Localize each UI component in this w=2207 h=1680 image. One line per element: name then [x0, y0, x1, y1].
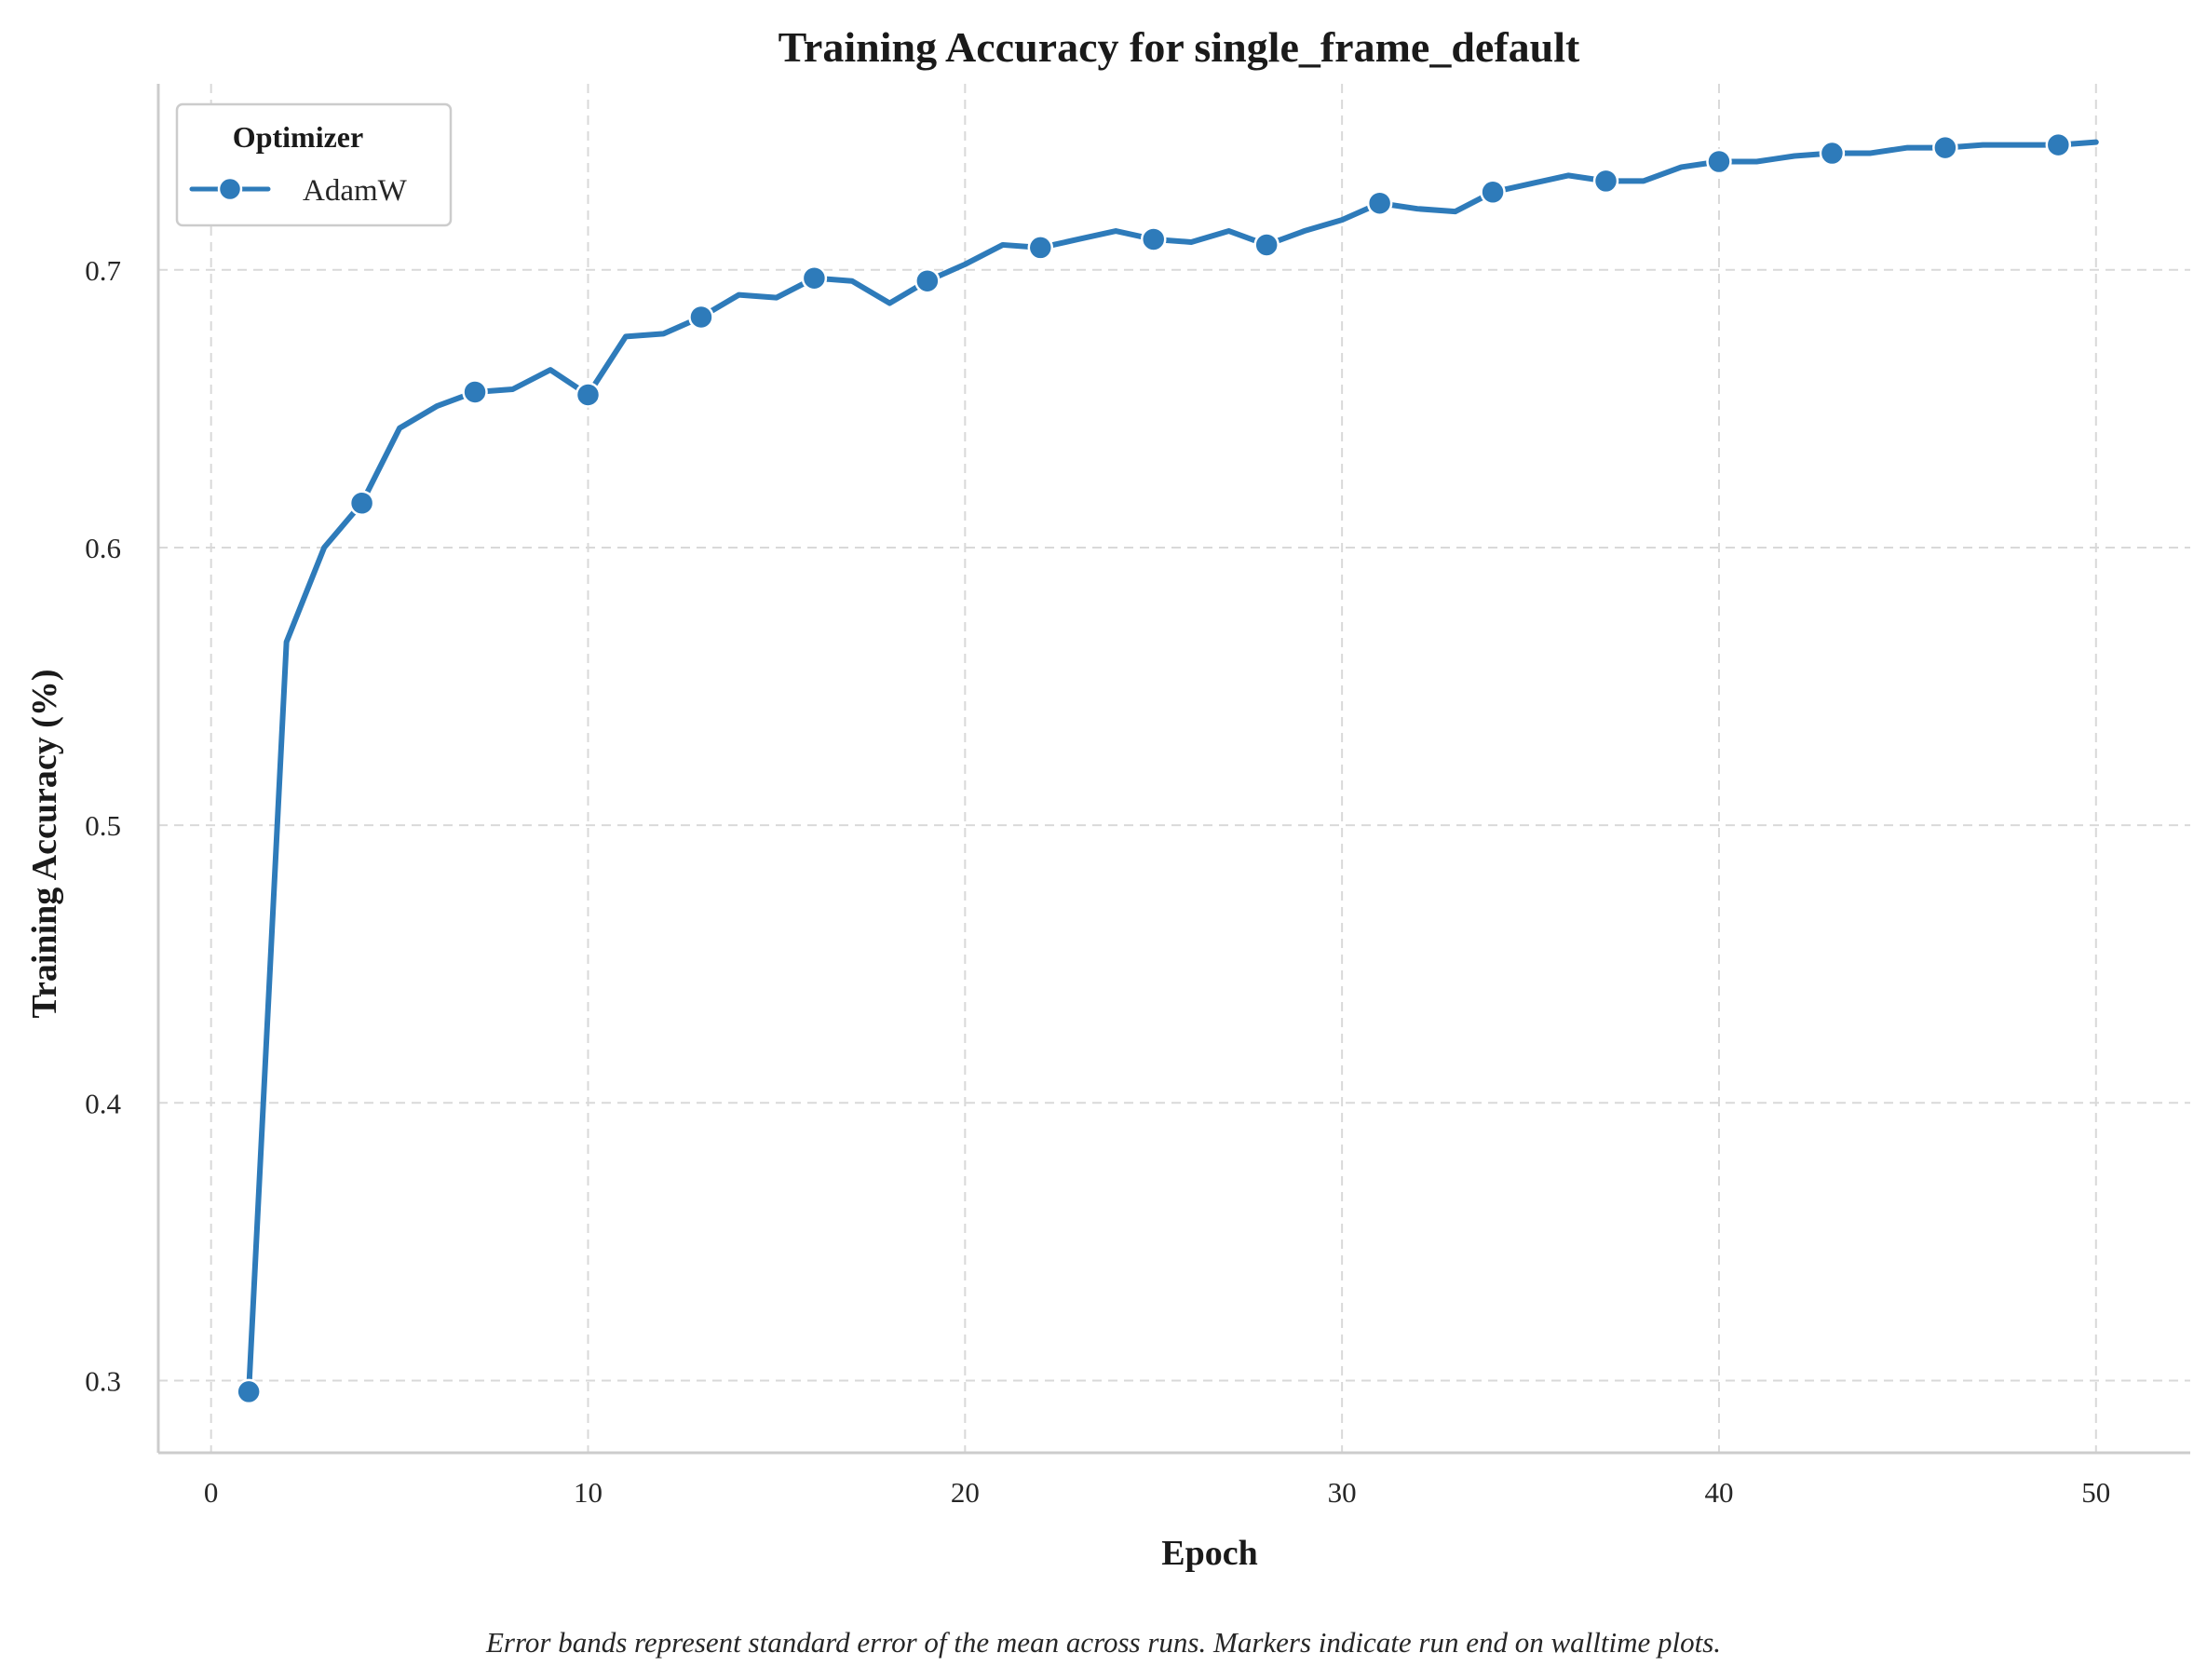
- data-point-marker: [1027, 235, 1054, 261]
- legend-marker-swatch: [217, 176, 243, 202]
- data-point-marker: [462, 379, 488, 405]
- data-point-marker: [236, 1378, 262, 1405]
- chart-title: Training Accuracy for single_frame_defau…: [779, 23, 1580, 71]
- data-point-marker: [1706, 148, 1732, 175]
- y-tick-label: 0.6: [85, 532, 121, 564]
- x-axis-label: Epoch: [1161, 1534, 1257, 1573]
- x-tick-label: 40: [1704, 1476, 1733, 1509]
- data-point-marker: [1592, 168, 1619, 195]
- legend-title: Optimizer: [233, 120, 363, 154]
- grid-lines: [158, 84, 2190, 1453]
- y-tick-label: 0.4: [85, 1087, 121, 1119]
- legend-label-adamw: AdamW: [303, 174, 408, 208]
- data-point-marker: [1819, 140, 1846, 167]
- data-point-marker: [1932, 134, 1958, 161]
- tick-labels: 0 10 20 30 40 50 0.3 0.4 0.5 0.6 0.7: [85, 254, 2110, 1509]
- series-lines: [246, 139, 2099, 1395]
- y-axis-label: Training Accuracy (%): [25, 669, 64, 1018]
- x-tick-label: 0: [204, 1476, 219, 1509]
- x-tick-label: 10: [574, 1476, 603, 1509]
- data-point-marker: [348, 490, 375, 516]
- y-tick-label: 0.3: [85, 1364, 121, 1397]
- legend-frame: [175, 102, 453, 227]
- data-point-marker: [1253, 232, 1280, 258]
- data-point-marker: [575, 382, 602, 408]
- x-tick-label: 30: [1328, 1476, 1357, 1509]
- y-tick-label: 0.5: [85, 809, 121, 842]
- series-markers: [236, 131, 2072, 1405]
- series-line-adamw: [246, 139, 2099, 1395]
- data-point-marker: [688, 304, 714, 331]
- legend: Optimizer AdamW: [175, 102, 453, 227]
- figure-caption: Error bands represent standard error of …: [485, 1626, 1721, 1659]
- x-tick-label: 20: [951, 1476, 980, 1509]
- data-point-marker: [2045, 131, 2072, 158]
- data-point-marker: [1140, 226, 1167, 252]
- axis-spines: [156, 84, 2190, 1455]
- data-point-marker: [1366, 190, 1393, 216]
- data-point-marker: [1480, 179, 1506, 206]
- y-tick-label: 0.7: [85, 254, 121, 287]
- data-point-marker: [914, 267, 941, 294]
- data-point-marker: [801, 264, 828, 291]
- x-tick-label: 50: [2081, 1476, 2110, 1509]
